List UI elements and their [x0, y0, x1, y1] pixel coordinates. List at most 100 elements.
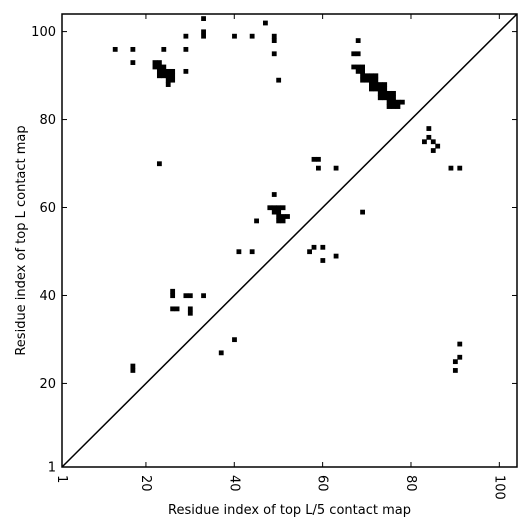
- contact-cell: [156, 60, 162, 65]
- x-tick-label: 80: [403, 475, 418, 492]
- y-tick-label: 20: [39, 377, 56, 392]
- contact-cell: [382, 90, 388, 96]
- x-tick-label: 40: [226, 475, 241, 492]
- contact-cell: [377, 90, 383, 96]
- contact-cell: [377, 95, 383, 101]
- contact-cell: [355, 64, 361, 70]
- contact-cell: [395, 99, 401, 105]
- contact-cell: [373, 77, 379, 83]
- contact-cell: [457, 354, 463, 360]
- y-tick-label: 1: [48, 461, 56, 476]
- contact-cell: [373, 82, 379, 87]
- contact-cell: [271, 38, 277, 43]
- contact-cell: [263, 20, 268, 26]
- contact-cell: [386, 104, 392, 109]
- contact-cell: [426, 126, 432, 131]
- contact-cell: [271, 209, 277, 215]
- contact-cell: [170, 293, 176, 299]
- contact-cell: [201, 16, 206, 21]
- x-axis-label: Residue index of top L/5 contact map: [168, 503, 411, 518]
- contact-cell: [161, 68, 167, 74]
- contact-cell: [183, 68, 189, 74]
- contact-cell: [360, 209, 365, 215]
- contact-cell: [435, 143, 441, 149]
- contact-cell: [232, 337, 237, 343]
- contact-cell: [422, 139, 427, 145]
- contact-cell: [276, 218, 282, 224]
- contact-cell: [170, 73, 176, 79]
- contact-cell: [161, 73, 167, 79]
- contact-cell: [333, 165, 339, 171]
- contact-cell: [218, 350, 224, 356]
- contact-cell: [156, 161, 162, 167]
- contact-cell: [161, 46, 167, 52]
- x-tick-label: 60: [315, 475, 330, 492]
- contact-cell: [271, 192, 277, 197]
- contact-cell: [373, 73, 379, 79]
- contact-cell: [382, 82, 388, 87]
- contact-cell: [280, 218, 286, 224]
- contact-cell: [276, 209, 282, 215]
- contact-cell: [183, 46, 189, 52]
- contact-cell: [271, 205, 277, 211]
- contact-cell: [249, 33, 255, 39]
- contact-cell: [399, 99, 405, 105]
- contact-cell: [201, 293, 206, 299]
- contact-cell: [360, 73, 365, 79]
- contact-cell: [391, 99, 396, 105]
- contact-cell: [307, 249, 312, 255]
- y-axis-label: Residue index of top L contact map: [14, 125, 29, 355]
- contact-cell: [170, 288, 176, 294]
- contact-cell: [201, 29, 206, 35]
- contact-cell: [165, 73, 171, 79]
- x-axis: 1 20 40 60 80 100: [54, 14, 506, 500]
- contact-cell: [152, 60, 158, 65]
- contact-cell: [156, 73, 162, 79]
- contact-cell: [391, 104, 396, 109]
- contact-cell: [364, 77, 370, 83]
- contact-cell: [130, 368, 136, 373]
- x-tick-label: 20: [138, 475, 153, 492]
- contact-cell: [285, 214, 290, 219]
- contact-cell: [112, 46, 118, 52]
- contact-cell: [377, 86, 383, 92]
- contact-cell: [452, 359, 458, 365]
- contact-cell: [426, 134, 432, 140]
- contact-cell: [276, 214, 282, 219]
- contact-cell: [351, 64, 357, 70]
- contact-cell: [391, 90, 396, 96]
- contact-cell: [391, 95, 396, 101]
- contact-cell: [364, 73, 370, 79]
- diagonal-line: [61, 13, 518, 468]
- contact-cell: [165, 77, 171, 83]
- contact-cell: [430, 148, 436, 153]
- contact-cell: [271, 33, 277, 39]
- contact-cell: [249, 249, 255, 255]
- contact-cell: [386, 90, 392, 96]
- contact-cell: [369, 73, 374, 79]
- contact-cell: [386, 95, 392, 101]
- x-tick-label: 100: [491, 475, 506, 500]
- contact-cell: [320, 244, 326, 250]
- contact-cell: [276, 205, 282, 211]
- contact-cell: [254, 218, 259, 224]
- contact-cell: [187, 310, 193, 316]
- contact-cell: [320, 258, 326, 263]
- contact-cell: [369, 77, 374, 83]
- contact-cell: [187, 293, 193, 299]
- contact-cell: [333, 253, 339, 259]
- contact-cell: [174, 306, 180, 312]
- contact-cell: [351, 51, 357, 57]
- contact-cell: [170, 77, 176, 83]
- contact-cell: [130, 46, 136, 52]
- contact-cell: [130, 60, 136, 65]
- x-tick-label: 1: [54, 475, 69, 483]
- contact-cell: [373, 86, 379, 92]
- contact-cell: [369, 82, 374, 87]
- contact-cell: [311, 244, 317, 250]
- contact-cell: [183, 33, 189, 39]
- contact-cell: [316, 156, 321, 162]
- contact-cell: [355, 68, 361, 74]
- contact-cell: [386, 99, 392, 105]
- contact-cell: [156, 68, 162, 74]
